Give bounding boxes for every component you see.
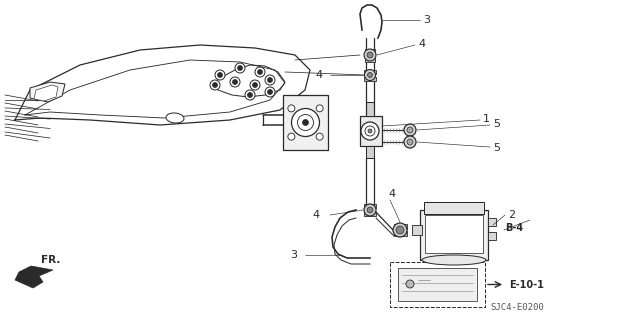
Circle shape xyxy=(407,127,413,133)
Circle shape xyxy=(268,78,273,83)
Circle shape xyxy=(250,80,260,90)
Bar xyxy=(365,58,375,62)
Text: 5: 5 xyxy=(493,119,500,129)
Bar xyxy=(394,224,407,229)
Text: 3: 3 xyxy=(290,250,297,260)
Circle shape xyxy=(407,139,413,145)
Text: E-10-1: E-10-1 xyxy=(509,279,544,290)
Bar xyxy=(366,146,374,158)
Circle shape xyxy=(218,72,223,78)
Circle shape xyxy=(361,122,379,140)
Bar xyxy=(488,232,496,240)
Circle shape xyxy=(245,90,255,100)
Circle shape xyxy=(316,133,323,140)
Ellipse shape xyxy=(166,113,184,123)
Circle shape xyxy=(212,83,218,87)
Circle shape xyxy=(368,129,372,133)
Circle shape xyxy=(367,52,373,58)
Bar xyxy=(488,218,496,226)
Circle shape xyxy=(237,65,243,70)
Bar xyxy=(412,225,422,235)
Bar xyxy=(364,204,376,208)
Circle shape xyxy=(364,49,376,61)
Text: SJC4-E0200: SJC4-E0200 xyxy=(490,303,544,313)
Circle shape xyxy=(253,83,257,87)
Circle shape xyxy=(265,87,275,97)
Circle shape xyxy=(232,79,237,85)
Circle shape xyxy=(393,223,407,237)
Bar xyxy=(398,268,477,301)
Circle shape xyxy=(265,75,275,85)
Bar xyxy=(283,95,328,150)
Circle shape xyxy=(364,204,376,216)
Circle shape xyxy=(268,90,273,94)
Bar xyxy=(390,262,485,307)
Circle shape xyxy=(291,108,319,137)
Bar xyxy=(366,102,374,116)
Circle shape xyxy=(365,126,375,136)
Circle shape xyxy=(215,70,225,80)
Bar xyxy=(364,77,376,81)
Bar xyxy=(364,212,376,216)
Bar xyxy=(425,215,483,253)
Circle shape xyxy=(367,72,372,78)
Text: 4: 4 xyxy=(418,39,425,49)
Polygon shape xyxy=(15,266,53,288)
Text: 5: 5 xyxy=(493,143,500,153)
Circle shape xyxy=(406,280,414,288)
Circle shape xyxy=(210,80,220,90)
Circle shape xyxy=(257,70,262,75)
Circle shape xyxy=(367,207,373,213)
Circle shape xyxy=(248,93,253,98)
Circle shape xyxy=(288,105,295,112)
Circle shape xyxy=(316,105,323,112)
Text: 4: 4 xyxy=(315,70,322,80)
Text: B-4: B-4 xyxy=(505,223,523,233)
Circle shape xyxy=(255,67,265,77)
Text: 4: 4 xyxy=(388,189,395,199)
Bar xyxy=(394,231,407,236)
Text: 4: 4 xyxy=(312,210,319,220)
Polygon shape xyxy=(34,85,58,101)
Bar xyxy=(420,210,488,260)
Bar xyxy=(365,49,375,53)
Circle shape xyxy=(288,133,295,140)
Circle shape xyxy=(404,124,416,136)
Bar xyxy=(364,70,376,74)
Text: 3: 3 xyxy=(423,15,430,25)
Text: 2: 2 xyxy=(508,210,515,220)
Circle shape xyxy=(230,77,240,87)
Circle shape xyxy=(298,115,314,130)
Circle shape xyxy=(396,226,404,234)
Ellipse shape xyxy=(422,255,486,265)
Polygon shape xyxy=(30,82,65,102)
Circle shape xyxy=(303,120,308,125)
Circle shape xyxy=(404,136,416,148)
Bar xyxy=(360,116,382,146)
Circle shape xyxy=(365,70,376,80)
Text: FR.: FR. xyxy=(41,255,60,265)
Circle shape xyxy=(235,63,245,73)
Text: 1: 1 xyxy=(483,114,490,124)
Bar xyxy=(424,202,484,214)
